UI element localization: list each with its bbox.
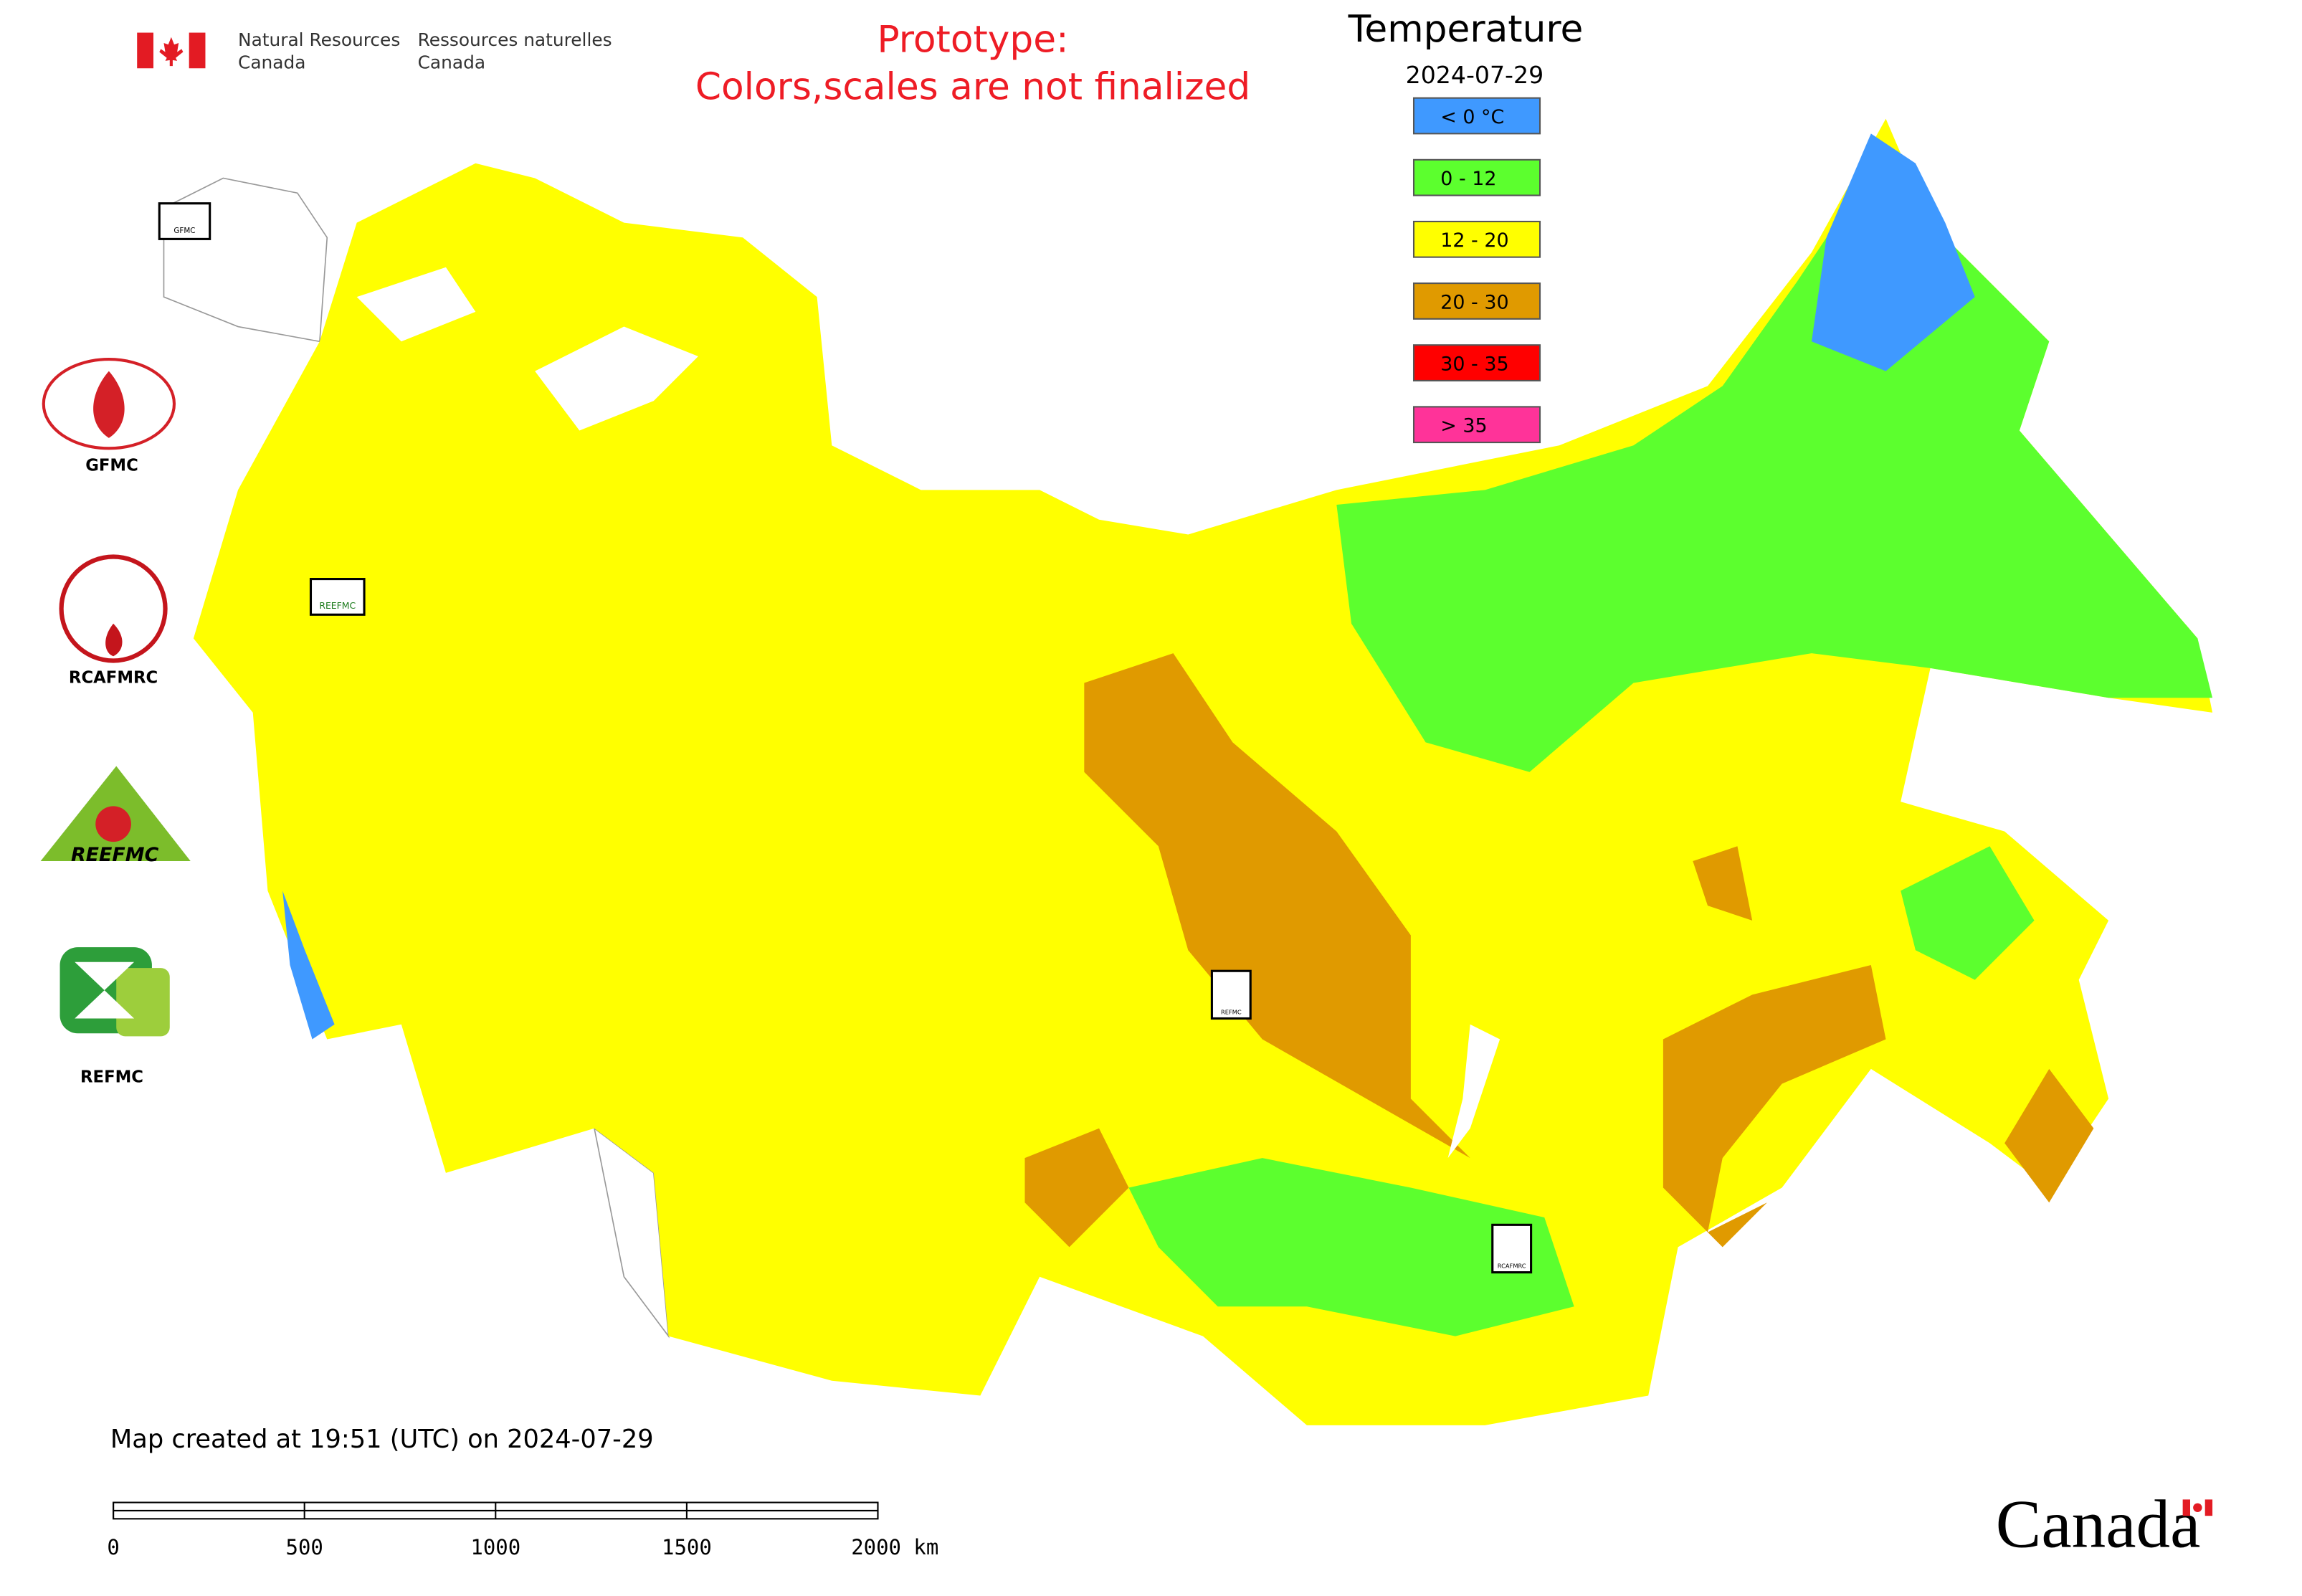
legend-swatch	[1412, 158, 1541, 196]
legend-label: 12 - 20	[1440, 229, 1508, 252]
legend-label: 20 - 30	[1440, 291, 1508, 313]
logo-label: GFMC	[85, 456, 138, 475]
legend-title: Temperature	[1348, 8, 1584, 51]
prototype-notice: Colors,scales are not finalized	[695, 66, 1250, 109]
scale-bar: 0 500 1000 1500 2000 km	[107, 1501, 938, 1559]
agency-fr: Canada	[418, 52, 485, 72]
legend-swatch	[1412, 406, 1541, 444]
legend-swatch	[1412, 97, 1541, 135]
scale-label: 1000	[470, 1535, 520, 1559]
map-logo-label: REFMC	[1221, 1008, 1242, 1015]
map-logo-label: REEFMC	[319, 600, 356, 611]
temperature-region	[1024, 653, 2094, 1248]
scale-label: 500	[286, 1535, 323, 1559]
partner-logos	[40, 358, 191, 1037]
legend: < 0 °C 0 - 12 12 - 20 20 - 30 30 - 35 > 35	[1412, 97, 1541, 444]
agency-en: Canada	[238, 52, 305, 72]
logo-label: REEFMC	[71, 844, 159, 866]
legend-label: 0 - 12	[1440, 168, 1496, 190]
agency-en: Natural Resources	[238, 29, 400, 50]
scale-label: 2000 km	[851, 1535, 938, 1559]
map-logo-frames	[158, 202, 1533, 1274]
legend-swatch	[1412, 220, 1541, 258]
wordmark-flag	[2182, 1499, 2213, 1516]
map-created: Map created at 19:51 (UTC) on 2024-07-29	[110, 1425, 654, 1454]
canada-wordmark: Canada	[1996, 1486, 2201, 1562]
scale-label: 1500	[662, 1535, 712, 1559]
logo-label: RCAFMRC	[69, 669, 158, 688]
legend-label: 30 - 35	[1440, 353, 1508, 375]
legend-label: > 35	[1440, 415, 1487, 437]
scale-label: 0	[107, 1535, 119, 1559]
legend-date: 2024-07-29	[1406, 61, 1544, 89]
legend-swatch	[1412, 282, 1541, 320]
prototype-notice: Prototype:	[877, 18, 1068, 61]
map-logo-label: GFMC	[173, 227, 195, 235]
map-logo-label: RCAFMRC	[1498, 1262, 1526, 1269]
canada-flag	[137, 32, 206, 69]
legend-label: < 0 °C	[1440, 106, 1504, 128]
agency-fr: Ressources naturelles	[418, 29, 612, 50]
legend-swatch	[1412, 344, 1541, 381]
logo-label: REFMC	[80, 1068, 143, 1087]
temperature-map: GFMC REEFMC REFMC RCAFMRC	[158, 118, 2213, 1425]
temperature-region	[1128, 193, 2213, 1336]
